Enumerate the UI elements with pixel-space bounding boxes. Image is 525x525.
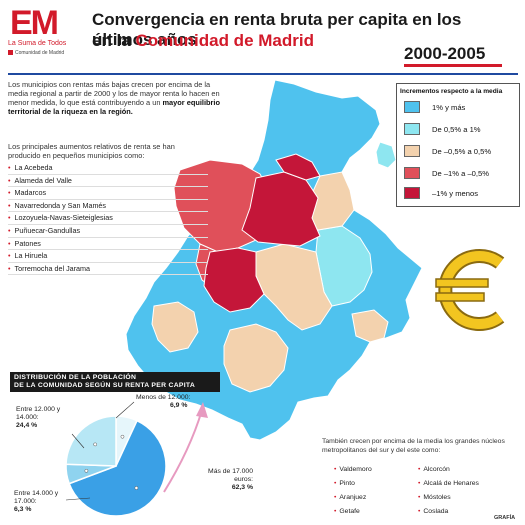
metro-city: Pinto [334, 480, 355, 487]
legend-swatch [404, 145, 420, 157]
pie-label-name: Más de 17.000 euros: [208, 468, 253, 483]
legend-label: –1% y menos [432, 188, 479, 198]
pie-label-value: 24,4 % [16, 422, 38, 429]
legend-label: De –1% a –0,5% [432, 168, 489, 178]
pie-marker [134, 486, 139, 490]
title-highlight: Comunidad de Madrid [135, 31, 314, 50]
town-item: Patones [8, 238, 208, 251]
period-label: 2000-2005 [404, 44, 486, 63]
legend-title: Incrementos respecto a la media [400, 88, 503, 95]
legend-label: De 0,5% a 1% [432, 124, 481, 134]
pie-slice [65, 415, 117, 467]
metro-city: Valdemoro [334, 466, 371, 473]
legend-row: De –0,5% a 0,5% [404, 144, 491, 158]
pie-label-value: 62,3 % [231, 484, 253, 491]
credit-label: GRAFÍA [494, 515, 516, 521]
metro-city: Alcorcón [418, 466, 449, 473]
intro-paragraph: Los municipios con rentas más bajas crec… [8, 80, 223, 116]
euro-icon [435, 249, 505, 331]
legend-swatch [404, 167, 420, 179]
legend-swatch [404, 187, 420, 199]
metro-intro: También crecen por encima de la media lo… [322, 438, 505, 454]
pie-label-name: Entre 14.000 y 17.000: [14, 490, 59, 505]
pie-label-name: Entre 12.000 y 14.000: [16, 406, 61, 421]
logo-org: Comunidad de Madrid [8, 50, 88, 56]
legend-row: –1% y menos [404, 186, 478, 200]
town-item: Torremocha del Jarama [8, 263, 208, 276]
pie-label-value: 6,3 % [14, 506, 32, 513]
legend-swatch [404, 123, 420, 135]
pie-leader-line [115, 401, 135, 419]
map-zone-peach-east [351, 309, 389, 343]
metro-city: Móstoles [418, 494, 450, 501]
pie-label-name: Menos de 12.000: [136, 394, 191, 401]
legend-label: 1% y más [432, 102, 466, 112]
legend-row: De –1% a –0,5% [404, 166, 489, 180]
title-line-2: en la Comunidad de Madrid [92, 31, 314, 51]
map-zone-darkred-north [275, 153, 321, 181]
town-item: La Acebeda [8, 162, 208, 175]
pie-marker [93, 442, 98, 447]
legend-row: 1% y más [404, 100, 465, 114]
pie-leader-line [71, 433, 85, 449]
towns-list: La Acebeda Alameda del Valle Madarcos Na… [8, 162, 208, 276]
legend-swatch [404, 101, 420, 113]
map-zone-cyan-2 [375, 141, 397, 169]
map-zone-peach-southwest [151, 301, 199, 353]
period-underline [404, 64, 502, 67]
logo-tagline: La Suma de Todos [8, 40, 67, 47]
town-item: Madarcos [8, 187, 208, 200]
towns-intro: Los principales aumentos relativos de re… [8, 142, 175, 160]
income-distribution-pie [65, 401, 167, 517]
town-item: Puñuecar-Gandullas [8, 225, 208, 238]
map-zone-darkred-west [203, 247, 265, 313]
distribution-title: DISTRIBUCIÓN DE LA POBLACIÓN DE LA COMUN… [10, 372, 220, 392]
intro-text: Los municipios con rentas más bajas crec… [8, 80, 220, 107]
pie-leader-line [65, 497, 91, 501]
town-item: Navarredonda y San Mamés [8, 200, 208, 213]
town-item: Alameda del Valle [8, 175, 208, 188]
trend-arrow [163, 402, 208, 493]
metro-city: Coslada [418, 508, 448, 515]
pie-label-12-14: Entre 12.000 y 14.000: 24,4 % [16, 406, 76, 430]
distribution-title-line-1: DISTRIBUCIÓN DE LA POBLACIÓN [14, 374, 137, 381]
metro-city: Alcalá de Henares [418, 480, 479, 487]
metro-city: Aranjuez [334, 494, 366, 501]
madrid-municipal-map [125, 80, 423, 441]
map-zone-peach-south [223, 323, 289, 393]
town-item: Lozoyuela-Navas-Sieteiglesias [8, 212, 208, 225]
header-divider [8, 73, 518, 75]
title-line-2-prefix: en la [92, 31, 136, 50]
pie-marker [84, 468, 89, 473]
title-line-1: Convergencia en renta bruta per capita e… [92, 10, 462, 49]
pie-marker [120, 434, 125, 439]
pie-label-gt17: Más de 17.000 euros: 62,3 % [198, 468, 253, 492]
distribution-title-line-2: DE LA COMUNIDAD SEGÚN SU RENTA PER CAPIT… [14, 382, 196, 389]
legend-row: De 0,5% a 1% [404, 122, 481, 136]
pie-label-14-17: Entre 14.000 y 17.000: 6,3 % [14, 490, 74, 514]
pie-label-lt12: Menos de 12.000: 6,9 % [136, 394, 226, 410]
intro-bold: mayor equilibrio territorial de la rique… [8, 98, 220, 116]
pie-slice [68, 419, 167, 517]
metro-city: Getafe [334, 508, 359, 515]
legend-label: De –0,5% a 0,5% [432, 146, 492, 156]
town-item: La Hiruela [8, 250, 208, 263]
pie-label-value: 6,9 % [170, 402, 188, 409]
logo-mark: EM [10, 4, 59, 42]
